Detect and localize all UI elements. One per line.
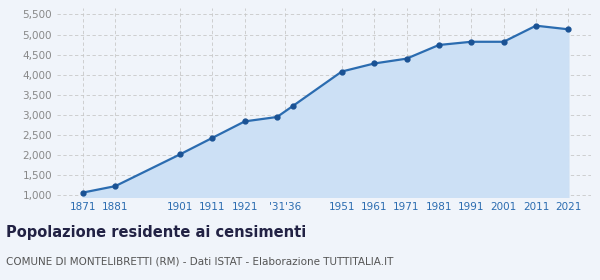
Text: Popolazione residente ai censimenti: Popolazione residente ai censimenti	[6, 225, 306, 240]
Text: COMUNE DI MONTELIBRETTI (RM) - Dati ISTAT - Elaborazione TUTTITALIA.IT: COMUNE DI MONTELIBRETTI (RM) - Dati ISTA…	[6, 256, 394, 267]
